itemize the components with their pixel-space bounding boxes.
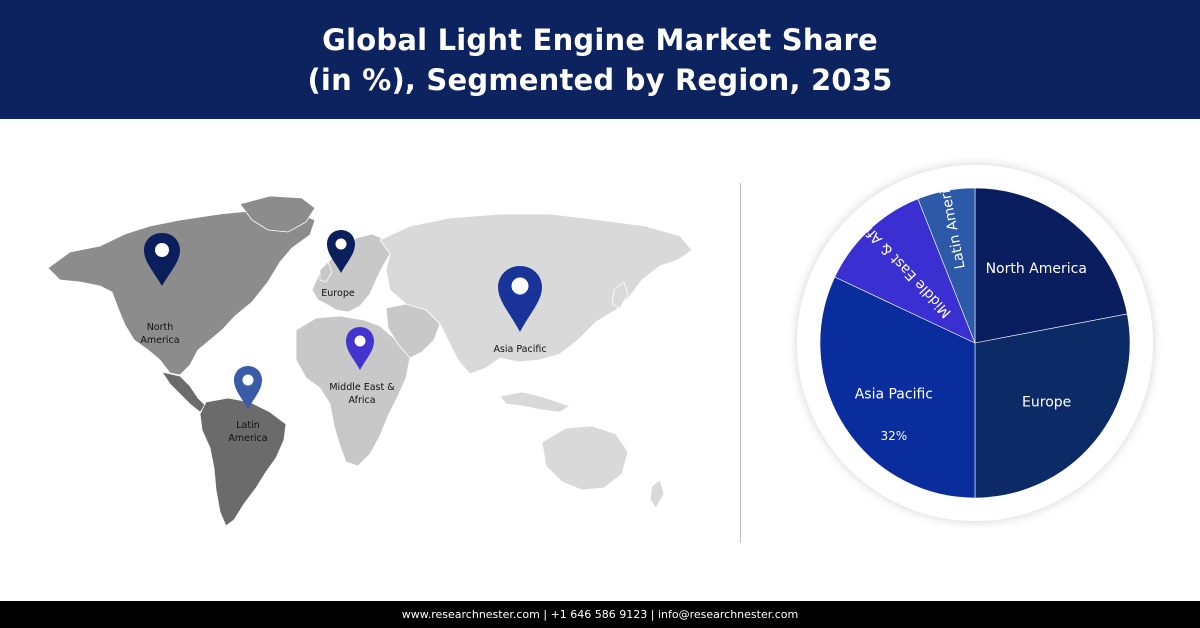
pie-slice-north-america (974, 187, 1128, 344)
map-pin-icon (498, 266, 542, 332)
pie-slices (819, 187, 1131, 499)
marker-label-north-america-1: North (147, 322, 174, 333)
footer-contact: www.researchnester.com | +1 646 586 9123… (0, 601, 1200, 628)
marker-asia-pacific (498, 266, 542, 332)
map-region-north-america (47, 209, 316, 376)
map-region-south-america (199, 397, 287, 527)
map-pin-dot-icon (354, 335, 366, 347)
marker-north-america (144, 233, 180, 286)
map-pin-dot-icon (335, 238, 347, 250)
map-region-indonesia (499, 391, 571, 413)
map-pin-icon (234, 366, 262, 409)
marker-middle-east-africa (346, 327, 374, 370)
map-region-africa (295, 315, 411, 467)
section-divider (740, 183, 741, 543)
pie-chart: North America Europe Asia Pacific 32% Middle… (780, 158, 1170, 528)
marker-label-europe: Europe (321, 288, 355, 299)
map-pin-icon (327, 230, 355, 273)
pie-slice-asia-pacific (819, 276, 976, 499)
world-map-svg: North America Europe Asia Pacific Middle… (47, 195, 693, 527)
map-region-new-zealand (649, 479, 665, 509)
map-pin-icon (346, 327, 374, 370)
map-pin-dot-icon (242, 374, 254, 386)
marker-latin-america (234, 366, 262, 409)
pie-value-label-asia-pacific: 32% (881, 429, 908, 443)
pie-slice-latin-america (917, 187, 976, 344)
chart-title-line1: Global Light Engine Market Share (322, 22, 878, 57)
marker-label-asia-pacific: Asia Pacific (493, 344, 546, 355)
marker-label-north-america-2: America (140, 335, 179, 346)
pie-label-europe: Europe (1022, 394, 1071, 410)
map-pin-dot-icon (511, 277, 529, 295)
map-region-greenland (239, 195, 316, 233)
map-region-central-america (161, 371, 207, 413)
map-region-australia (541, 425, 629, 491)
map-region-uk (319, 261, 333, 283)
map-pin-dot-icon (155, 243, 169, 257)
marker-europe (327, 230, 355, 273)
pie-label-north-america: North America (986, 261, 1087, 277)
marker-label-middle-east-africa-2: Africa (348, 395, 375, 406)
marker-label-latin-america-2: America (228, 433, 267, 444)
map-pin-icon (144, 233, 180, 286)
header-banner: Global Light Engine Market Share (in %),… (0, 0, 1200, 119)
world-map: North America Europe Asia Pacific Middle… (30, 190, 710, 540)
pie-label-asia-pacific: Asia Pacific (855, 386, 933, 402)
marker-label-latin-america-1: Latin (236, 420, 260, 431)
map-region-japan (611, 281, 629, 309)
pie-slice-europe (974, 313, 1131, 499)
marker-label-middle-east-africa-1: Middle East & (329, 382, 395, 393)
pie-slice-middle-east-africa (834, 198, 976, 344)
chart-title-line2: (in %), Segmented by Region, 2035 (307, 62, 893, 97)
